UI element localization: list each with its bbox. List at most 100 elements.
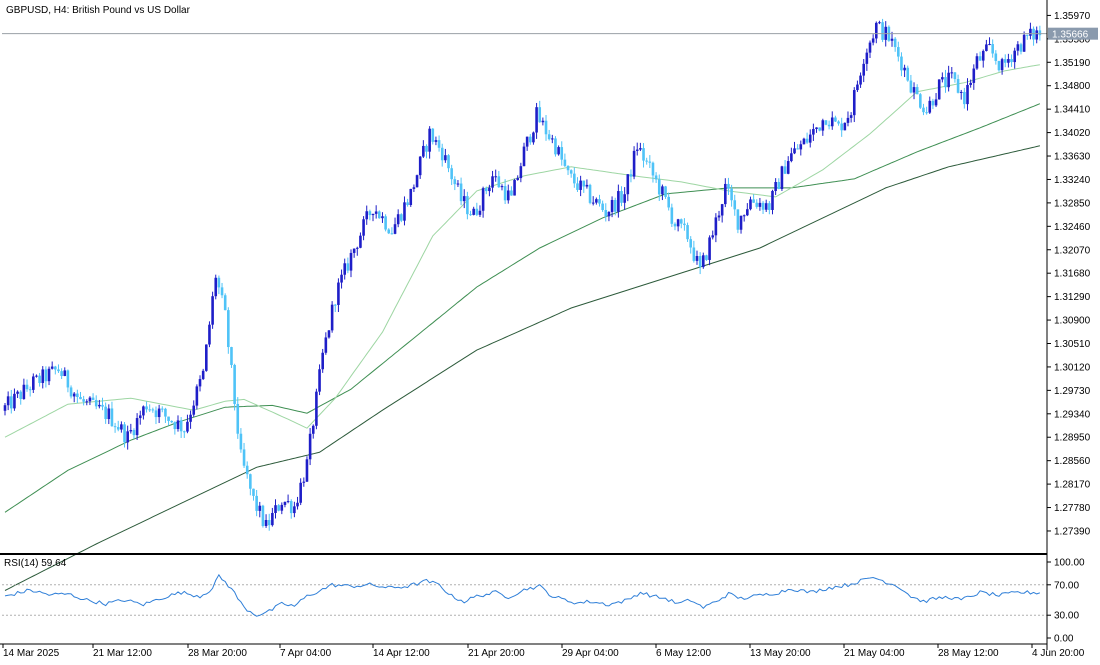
candle[interactable] [101, 397, 104, 411]
candle[interactable] [906, 65, 910, 82]
candle[interactable] [645, 157, 648, 165]
candle[interactable] [104, 402, 107, 424]
candle[interactable] [497, 170, 501, 188]
candle[interactable] [271, 507, 274, 527]
candle[interactable] [865, 48, 869, 71]
candle[interactable] [167, 416, 170, 426]
candle[interactable] [425, 144, 428, 159]
candle[interactable] [76, 389, 79, 404]
candle[interactable] [849, 112, 853, 123]
candle[interactable] [730, 184, 733, 207]
candle[interactable] [591, 196, 595, 206]
candle[interactable] [610, 196, 614, 218]
candle[interactable] [82, 395, 85, 406]
candle[interactable] [868, 40, 872, 59]
candle[interactable] [708, 235, 711, 266]
candle[interactable] [280, 502, 284, 515]
candle[interactable] [296, 496, 299, 510]
candle[interactable] [126, 425, 129, 450]
candle[interactable] [352, 248, 356, 258]
candle[interactable] [802, 137, 806, 145]
candle[interactable] [909, 74, 913, 94]
candle[interactable] [994, 50, 998, 65]
candle[interactable] [956, 74, 960, 94]
candle[interactable] [686, 222, 689, 242]
candle[interactable] [160, 406, 164, 413]
candle[interactable] [1000, 57, 1004, 75]
candle[interactable] [808, 129, 812, 148]
candle[interactable] [1022, 31, 1026, 52]
candle[interactable] [94, 395, 98, 410]
candle[interactable] [28, 386, 32, 397]
candle[interactable] [538, 100, 542, 123]
candle[interactable] [837, 120, 840, 126]
candle[interactable] [227, 307, 230, 354]
candle[interactable] [176, 415, 180, 432]
candle[interactable] [843, 122, 847, 131]
candle[interactable] [230, 346, 233, 368]
candle[interactable] [761, 201, 765, 215]
candle[interactable] [387, 228, 391, 235]
candle[interactable] [135, 413, 139, 440]
candle[interactable] [607, 211, 611, 222]
candle[interactable] [261, 504, 265, 528]
candle[interactable] [874, 21, 878, 44]
candle[interactable] [830, 111, 834, 130]
candle[interactable] [9, 389, 13, 414]
candle[interactable] [264, 514, 268, 528]
candle[interactable] [217, 275, 221, 295]
candle[interactable] [164, 407, 167, 423]
candle[interactable] [963, 87, 966, 109]
candle[interactable] [506, 184, 510, 204]
candle[interactable] [170, 420, 174, 424]
candle[interactable] [733, 194, 737, 216]
candle[interactable] [245, 461, 249, 479]
candle[interactable] [717, 210, 721, 221]
candle[interactable] [63, 367, 67, 377]
candle[interactable] [780, 165, 784, 192]
candle[interactable] [522, 142, 526, 167]
candle[interactable] [362, 216, 365, 241]
candle[interactable] [758, 197, 762, 211]
candle[interactable] [846, 111, 850, 127]
candle[interactable] [327, 330, 331, 339]
candle[interactable] [525, 136, 529, 151]
candle[interactable] [120, 421, 123, 433]
candle[interactable] [283, 501, 287, 508]
candle[interactable] [324, 332, 328, 355]
candle[interactable] [626, 174, 630, 202]
candle[interactable] [107, 404, 111, 425]
candle[interactable] [827, 120, 831, 130]
candle[interactable] [205, 344, 208, 372]
candle[interactable] [418, 156, 422, 179]
candle[interactable] [632, 146, 636, 180]
candle[interactable] [475, 202, 479, 217]
candle[interactable] [975, 53, 979, 70]
candle[interactable] [88, 396, 92, 406]
candle[interactable] [620, 186, 623, 207]
candle[interactable] [321, 348, 324, 373]
candle[interactable] [378, 210, 381, 219]
candle[interactable] [201, 368, 205, 381]
candle[interactable] [434, 136, 438, 146]
candle[interactable] [500, 184, 504, 191]
candle[interactable] [667, 192, 670, 211]
candle[interactable] [494, 169, 497, 182]
candle[interactable] [1025, 34, 1029, 40]
candle[interactable] [623, 187, 626, 210]
candle[interactable] [566, 165, 570, 176]
candle[interactable] [371, 213, 375, 222]
candle[interactable] [242, 442, 246, 468]
candle[interactable] [148, 404, 151, 412]
candle[interactable] [453, 176, 457, 191]
candle[interactable] [374, 205, 378, 219]
candle[interactable] [953, 71, 957, 83]
candle[interactable] [255, 489, 258, 517]
candle[interactable] [959, 89, 963, 100]
candle[interactable] [510, 186, 513, 196]
candle[interactable] [903, 64, 906, 78]
candle[interactable] [563, 153, 567, 168]
candle[interactable] [343, 258, 347, 280]
candle[interactable] [972, 64, 976, 90]
candle[interactable] [777, 178, 781, 190]
